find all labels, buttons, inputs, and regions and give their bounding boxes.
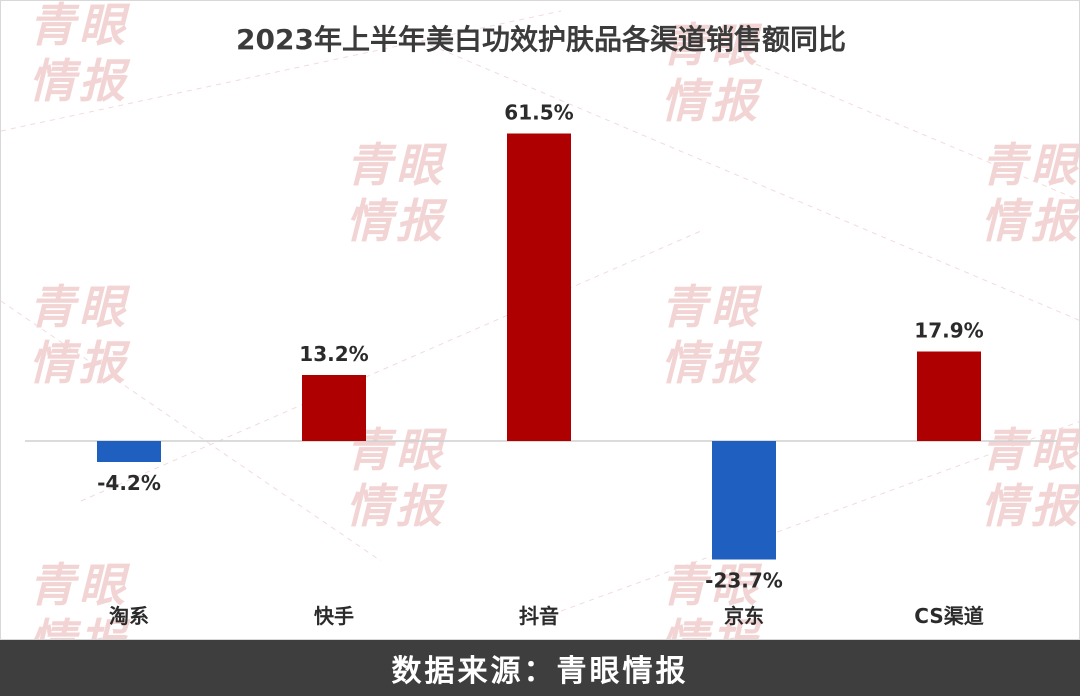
watermark-text: 情报 xyxy=(29,336,131,390)
watermark-text: 情报 xyxy=(981,194,1080,248)
watermark-text: 青眼 xyxy=(29,1,131,52)
category-labels-layer: 淘系 快手 抖音 京东 CS渠道 xyxy=(109,604,984,628)
watermark-text: 情报 xyxy=(29,54,131,108)
bar-5 xyxy=(917,351,981,441)
watermark-text: 青眼 xyxy=(661,280,763,334)
value-labels-layer: -4.2% 13.2% 61.5% -23.7% 17.9% xyxy=(97,101,984,593)
chart-frame: 青眼 情报 青眼 情报 青眼 情报 青眼 情报 青眼 情报 青眼 情报 青眼 情报 青眼 情报 青眼 情报 青眼 情报… xyxy=(0,0,1080,640)
watermark-line xyxy=(700,40,1079,201)
watermark-text: 情报 xyxy=(981,479,1080,533)
watermark-text: 青眼 xyxy=(981,138,1080,192)
watermark-line xyxy=(560,421,1079,612)
bars-layer xyxy=(97,133,981,560)
data-label: 17.9% xyxy=(914,319,983,343)
bar-3 xyxy=(507,133,571,441)
watermark-text: 情报 xyxy=(661,614,763,640)
watermark-text: 青眼 xyxy=(346,138,448,192)
bar-chart: 青眼情报青眼情报青眼情报青眼情报青眼情报青眼情报青眼情报青眼情报青眼情报青眼情报… xyxy=(1,1,1080,640)
category-label: 京东 xyxy=(724,604,764,628)
watermark-text: 青眼 xyxy=(661,558,763,612)
category-label: 快手 xyxy=(314,604,354,628)
chart-title: 2023年上半年美白功效护肤品各渠道销售额同比 xyxy=(236,23,846,56)
watermark-line xyxy=(1,300,382,562)
data-label: 61.5% xyxy=(504,101,573,125)
bar-1 xyxy=(97,441,161,462)
watermark-text: 情报 xyxy=(29,614,131,640)
watermark-text: 青眼 xyxy=(981,423,1080,477)
bar-4 xyxy=(712,441,776,560)
data-label: -4.2% xyxy=(97,471,161,495)
watermark-text: 青眼 xyxy=(29,280,131,334)
bar-2 xyxy=(302,375,366,441)
data-source-text: 数据来源：青眼情报 xyxy=(391,654,689,689)
category-label: 抖音 xyxy=(519,604,559,628)
watermark-text: 情报 xyxy=(661,74,763,128)
watermark-text: 情报 xyxy=(661,336,763,390)
category-label: 淘系 xyxy=(109,604,149,628)
watermark-text: 青眼 xyxy=(661,18,763,72)
watermark-text: 青眼 xyxy=(29,558,131,612)
category-label: CS渠道 xyxy=(914,604,983,628)
data-label: 13.2% xyxy=(299,342,368,366)
data-source-footer: 数据来源：青眼情报 xyxy=(0,640,1080,696)
watermark-line xyxy=(80,230,702,502)
data-label: -23.7% xyxy=(705,569,783,593)
watermark-text: 情报 xyxy=(346,194,448,248)
watermark-text: 情报 xyxy=(346,479,448,533)
